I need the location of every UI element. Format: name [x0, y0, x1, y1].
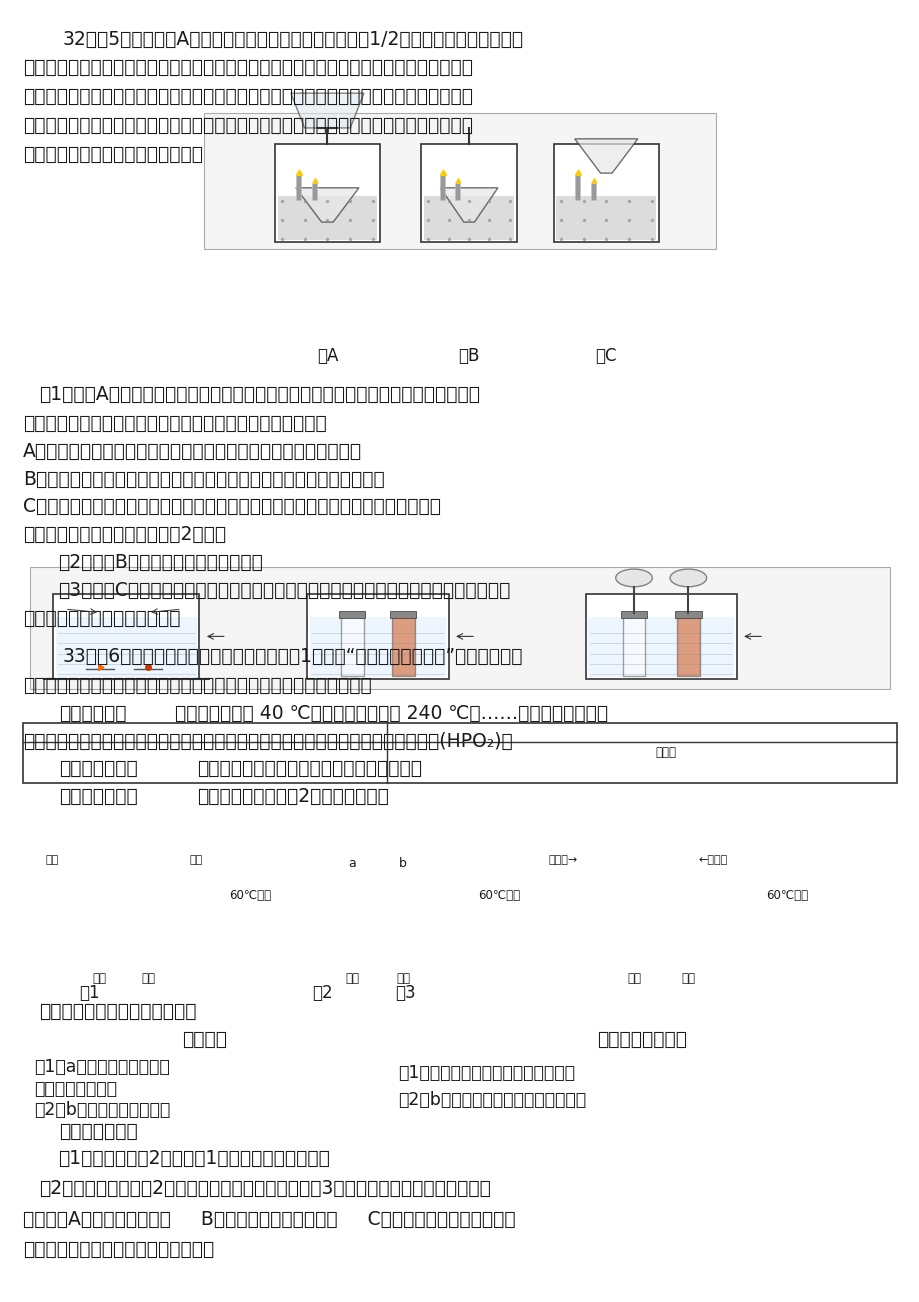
Text: 33．（6分）某兴趣小组活动中，同学们按图1装置对“可燃物燃烧的条件”进行探究。探: 33．（6分）某兴趣小组活动中，同学们按图1装置对“可燃物燃烧的条件”进行探究。… — [62, 647, 522, 667]
Text: 水中白磷没有燃烧: 水中白磷没有燃烧 — [34, 1079, 117, 1098]
Text: 60℃热水: 60℃热水 — [229, 889, 270, 902]
Text: 图B: 图B — [458, 346, 480, 365]
Text: （1）热水中白磷没有燃烧的原因是：: （1）热水中白磷没有燃烧的原因是： — [397, 1064, 574, 1082]
Text: 32．（5分）如下图A所示，取一个大烧杯，在里面装入约1/2的细沙；烧杯一边的细沙: 32．（5分）如下图A所示，取一个大烧杯，在里面装入约1/2的细沙；烧杯一边的细… — [62, 30, 523, 48]
Text: 红磷: 红磷 — [396, 973, 410, 986]
Text: 图3: 图3 — [394, 984, 415, 1001]
Text: （3）如图C所示，将漏斗向上慢慢提起至下端高于烧杯口，可以观察到的实验现象是：，: （3）如图C所示，将漏斗向上慢慢提起至下端高于烧杯口，可以观察到的实验现象是：， — [58, 581, 509, 600]
FancyBboxPatch shape — [30, 566, 889, 689]
Text: 【改进与实验】: 【改进与实验】 — [60, 788, 138, 806]
Text: 由此现象能够得出的结论是：（2分）。: 由此现象能够得出的结论是：（2分）。 — [23, 525, 226, 544]
Text: 红磷: 红磷 — [188, 855, 202, 865]
Bar — [676, 613, 699, 676]
Bar — [56, 617, 197, 677]
Bar — [275, 143, 380, 242]
FancyBboxPatch shape — [204, 113, 715, 249]
Text: 白磷: 白磷 — [93, 973, 107, 986]
Text: 【查阅资料】: 【查阅资料】 — [60, 703, 127, 723]
Bar — [309, 617, 446, 677]
Polygon shape — [290, 94, 364, 128]
Text: 白磷: 白磷 — [345, 973, 358, 986]
Bar — [53, 594, 199, 680]
Text: 储气球: 储气球 — [654, 746, 675, 759]
Text: 60℃热水: 60℃热水 — [765, 889, 807, 902]
Text: （2）小林同学指出图2装置仍有不足之处，并设计了图3装置，其中气球的作用是：（填: （2）小林同学指出图2装置仍有不足之处，并设计了图3装置，其中气球的作用是：（填 — [40, 1180, 491, 1198]
Text: 【变流与讨论】: 【变流与讨论】 — [60, 759, 138, 779]
Text: 对实验现象的解释: 对实验现象的解释 — [596, 1030, 686, 1049]
Text: 实验现象: 实验现象 — [182, 1030, 227, 1049]
Text: 【反思与评价】: 【反思与评价】 — [60, 1122, 138, 1141]
Text: 磷是白色固体，会刺激人体呼吸道，并能与空气中的水蕊气反应，生成有毒的偏磷酸(HPO₂)。: 磷是白色固体，会刺激人体呼吸道，并能与空气中的水蕊气反应，生成有毒的偏磷酸(HP… — [23, 732, 512, 750]
Polygon shape — [296, 187, 358, 223]
Text: （1）a试管中白磷燃烧，热: （1）a试管中白磷燃烧，热 — [34, 1059, 169, 1077]
Text: 白烟对人体健康有害，该实验装置必须改进。: 白烟对人体健康有害，该实验装置必须改进。 — [197, 759, 421, 779]
Text: （2）b试管中红磷没有燃烧的原因是：: （2）b试管中红磷没有燃烧的原因是： — [397, 1091, 585, 1108]
Bar — [585, 594, 736, 680]
Text: （1）改进后的图2装置与图1装置比较的优点是：。: （1）改进后的图2装置与图1装置比较的优点是：。 — [58, 1148, 329, 1168]
Text: A．漏斗内干燥的纸条变成红色，漏斗内、外壁湿润的纸条都不变色: A．漏斗内干燥的纸条变成红色，漏斗内、外壁湿润的纸条都不变色 — [23, 441, 362, 461]
Bar — [424, 195, 514, 240]
Bar — [340, 613, 363, 676]
Text: 根据此现象能够得出的结论是。: 根据此现象能够得出的结论是。 — [23, 608, 180, 628]
Text: 究过程中，大家对磷燃烧生成的大量白烟是否危害人体健康提出疑问。: 究过程中，大家对磷燃烧生成的大量白烟是否危害人体健康提出疑问。 — [23, 676, 371, 695]
Text: 中，插入高低不同的两支蜡烛；将截取瓶底的大口饮料瓶做成简易漏斗，取三张用石蕊溶液: 中，插入高低不同的两支蜡烛；将截取瓶底的大口饮料瓶做成简易漏斗，取三张用石蕊溶液 — [23, 59, 472, 77]
Text: 白磷: 白磷 — [46, 855, 59, 865]
Text: 请你帮助他们将下表补充完整。: 请你帮助他们将下表补充完整。 — [40, 1001, 197, 1021]
Text: 同学们按改进后的图2装置进行实验。: 同学们按改进后的图2装置进行实验。 — [197, 788, 388, 806]
Text: b: b — [399, 857, 407, 870]
Polygon shape — [440, 187, 497, 223]
Text: 图1: 图1 — [79, 984, 100, 1001]
Polygon shape — [574, 139, 637, 173]
Ellipse shape — [615, 569, 652, 587]
Text: 60℃热水: 60℃热水 — [477, 889, 519, 902]
Text: 玻璃管→: 玻璃管→ — [549, 855, 577, 865]
Ellipse shape — [669, 569, 706, 587]
Bar — [421, 143, 516, 242]
Text: （2）如图B所示，快速点燃两支蜡烛。: （2）如图B所示，快速点燃两支蜡烛。 — [58, 553, 262, 572]
Text: 染成紫色的干燥小纸条，将一张干燥的和一张润湿后的纸条（润湿后仍为紫色）粘在简易漏: 染成紫色的干燥小纸条，将一张干燥的和一张润湿后的纸条（润湿后仍为紫色）粘在简易漏 — [23, 87, 472, 107]
Text: 字母）。A．收集生成的气体     B．防止有害物质污染空气     C．调节试管内的气体压强，: 字母）。A．收集生成的气体 B．防止有害物质污染空气 C．调节试管内的气体压强， — [23, 1210, 515, 1229]
Text: 白磷的着火点是 40 ℃，红磷的着火点是 240 ℃，……燃烧产物五氧化二: 白磷的着火点是 40 ℃，红磷的着火点是 240 ℃，……燃烧产物五氧化二 — [175, 703, 607, 723]
Text: 漏斗内慢慢倒入气体，可以观察到的实验现象是（填字母）：: 漏斗内慢慢倒入气体，可以观察到的实验现象是（填字母）： — [23, 414, 326, 432]
Bar — [338, 612, 365, 617]
Bar — [556, 195, 655, 240]
Text: 红磷: 红磷 — [141, 973, 155, 986]
Bar — [307, 594, 448, 680]
Text: 图A: 图A — [316, 346, 337, 365]
Text: 图C: 图C — [595, 346, 617, 365]
Bar — [278, 195, 377, 240]
Text: B．漏斗外壁上湿润的纸条变成红色，漏斗内干燥及湿润的纸条都不变色: B．漏斗外壁上湿润的纸条变成红色，漏斗内干燥及湿润的纸条都不变色 — [23, 470, 384, 488]
Bar — [390, 612, 416, 617]
Text: C．漏斗内壁上湿润的纸条变成红色，漏斗内干燥的纸条和外壁湿润的纸条都不变色: C．漏斗内壁上湿润的纸条变成红色，漏斗内干燥的纸条和外壁湿润的纸条都不变色 — [23, 497, 440, 517]
Bar — [391, 613, 414, 676]
Text: 各步骤继续实验，并回答有关问题。: 各步骤继续实验，并回答有关问题。 — [23, 145, 203, 164]
Text: 图2: 图2 — [312, 984, 333, 1001]
Text: 红磷: 红磷 — [681, 973, 695, 986]
Bar — [553, 143, 658, 242]
Text: （1）如图A，用以收集满二氧化碳的集气瓶（集气瓶的容积与简易漏斗内容积相当）向: （1）如图A，用以收集满二氧化碳的集气瓶（集气瓶的容积与简易漏斗内容积相当）向 — [40, 385, 480, 404]
Bar — [23, 724, 896, 784]
Bar — [675, 612, 701, 617]
Text: 斗的内壁，将另一张纸条润湿后，粘在简易漏斗的外壁，将漏斗插入细沙的另一边。按下列: 斗的内壁，将另一张纸条润湿后，粘在简易漏斗的外壁，将漏斗插入细沙的另一边。按下列 — [23, 116, 472, 135]
Text: ←玻璃管: ←玻璃管 — [698, 855, 727, 865]
Text: （2）b试管中红磷没有燃烧: （2）b试管中红磷没有燃烧 — [34, 1101, 170, 1120]
Text: a: a — [348, 857, 356, 870]
Text: 白磷: 白磷 — [627, 973, 641, 986]
Bar — [620, 612, 647, 617]
Bar — [588, 617, 733, 677]
Text: 避免橡皮塞因试管内气体热膨胀而松动: 避免橡皮塞因试管内气体热膨胀而松动 — [23, 1241, 214, 1259]
Bar — [622, 613, 645, 676]
